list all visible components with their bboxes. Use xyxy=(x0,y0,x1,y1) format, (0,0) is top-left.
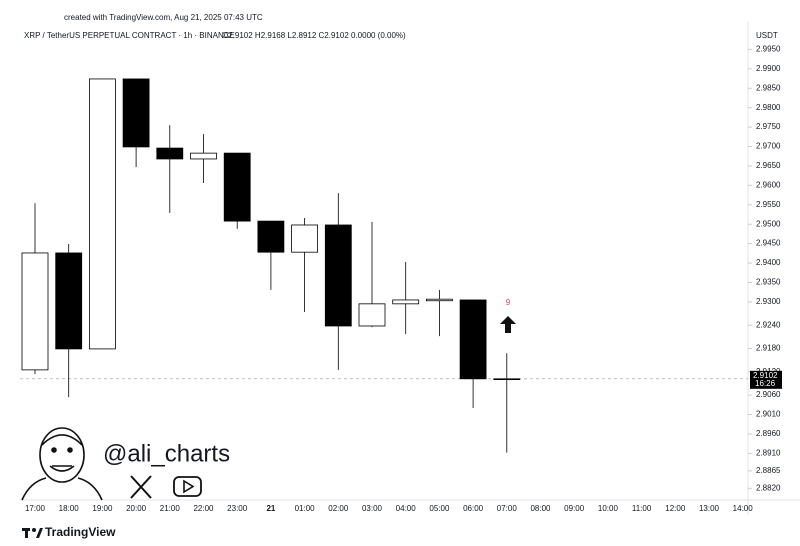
y-tick-label: 2.9900 xyxy=(756,64,781,73)
candle-body xyxy=(55,252,83,350)
candle-body xyxy=(459,299,487,380)
x-tick-label: 08:00 xyxy=(530,504,551,513)
annotation: 9 xyxy=(506,298,511,307)
y-tick-label: 2.9240 xyxy=(756,320,781,329)
y-tick-label: 2.9450 xyxy=(756,239,781,248)
candle-body xyxy=(190,152,217,160)
y-tick-label: 2.9600 xyxy=(756,180,781,189)
ohlc-header: O2.9102 H2.9168 L2.8912 C2.9102 0.0000 (… xyxy=(222,31,406,40)
price-tag: 2.9102 xyxy=(753,371,778,380)
brand: TradingView xyxy=(45,525,116,539)
candle-body xyxy=(223,152,251,222)
candle-body xyxy=(122,78,150,148)
x-tick-label: 03:00 xyxy=(362,504,383,513)
y-tick-label: 2.9850 xyxy=(756,83,781,92)
y-tick-label: 2.9060 xyxy=(756,390,781,399)
x-tick-label: 11:00 xyxy=(632,504,652,513)
x-tick-label: 17:00 xyxy=(25,504,46,513)
y-tick-label: 2.9400 xyxy=(756,258,781,267)
x-tick-label: 04:00 xyxy=(396,504,417,513)
y-tick-label: 2.9650 xyxy=(756,161,781,170)
y-tick-label: 2.9800 xyxy=(756,103,781,112)
countdown: 16:26 xyxy=(755,379,776,388)
y-tick-label: 2.9300 xyxy=(756,297,781,306)
youtube-icon xyxy=(173,476,202,497)
x-tick-label: 09:00 xyxy=(564,504,585,513)
y-tick-label: 2.8960 xyxy=(756,429,781,438)
x-tick-label: 07:00 xyxy=(497,504,518,513)
x-tick-label: 02:00 xyxy=(328,504,349,513)
x-tick-label: 18:00 xyxy=(59,504,80,513)
x-tick-label: 22:00 xyxy=(193,504,214,513)
x-tick-label: 13:00 xyxy=(699,504,720,513)
credit: created with TradingView.com, Aug 21, 20… xyxy=(64,13,263,22)
candle-body xyxy=(21,252,49,371)
x-tick-label: 05:00 xyxy=(429,504,450,513)
x-tick-label: 14:00 xyxy=(733,504,754,513)
x-tick-label: 12:00 xyxy=(665,504,686,513)
price-tag-bg xyxy=(750,370,782,389)
candle-body xyxy=(392,299,420,305)
y-tick-label: 2.9180 xyxy=(756,344,781,353)
x-tick-label: 23:00 xyxy=(227,504,248,513)
x-tick-label: 20:00 xyxy=(126,504,147,513)
y-tick-label: 2.9700 xyxy=(756,142,781,151)
y-tick-label: 2.9750 xyxy=(756,122,781,131)
y-tick-label: 2.8820 xyxy=(756,483,781,492)
x-tick-label: 10:00 xyxy=(598,504,619,513)
x-tick-label: 01:00 xyxy=(295,504,316,513)
watermark: @ali_charts xyxy=(103,440,230,467)
y-axis-label: USDT xyxy=(756,31,778,40)
candle-body xyxy=(358,303,386,327)
y-tick-label: 2.9010 xyxy=(756,410,781,419)
candle-body xyxy=(291,224,319,253)
symbol: XRP / TetherUS PERPETUAL CONTRACT · 1h ·… xyxy=(24,31,235,40)
y-tick-label: 2.8910 xyxy=(756,448,781,457)
y-tick-label: 2.9500 xyxy=(756,219,781,228)
candle-body xyxy=(493,378,521,381)
candle-body xyxy=(156,147,184,160)
x-tick-label: 06:00 xyxy=(463,504,484,513)
x-tick-label: 19:00 xyxy=(92,504,113,513)
y-tick-label: 2.9550 xyxy=(756,200,781,209)
candle-body xyxy=(324,224,352,327)
arrow-up xyxy=(500,316,516,333)
x-tick-label: 21 xyxy=(266,504,275,513)
x-icon xyxy=(130,475,152,499)
candle-body xyxy=(257,220,285,253)
x-tick-label: 21:00 xyxy=(160,504,181,513)
brand-logo xyxy=(22,528,43,538)
y-tick-label: 2.9950 xyxy=(756,45,781,54)
watermark-face xyxy=(21,427,103,501)
plot-area: 2.9950 2.9900 2.9850 2.9800 2.9750 2.9700 2.96… xyxy=(20,22,800,515)
candle-body xyxy=(425,298,453,302)
y-tick-label: 2.9350 xyxy=(756,278,781,287)
y-tick-label: 2.8865 xyxy=(756,466,781,475)
candle-body xyxy=(89,78,116,350)
